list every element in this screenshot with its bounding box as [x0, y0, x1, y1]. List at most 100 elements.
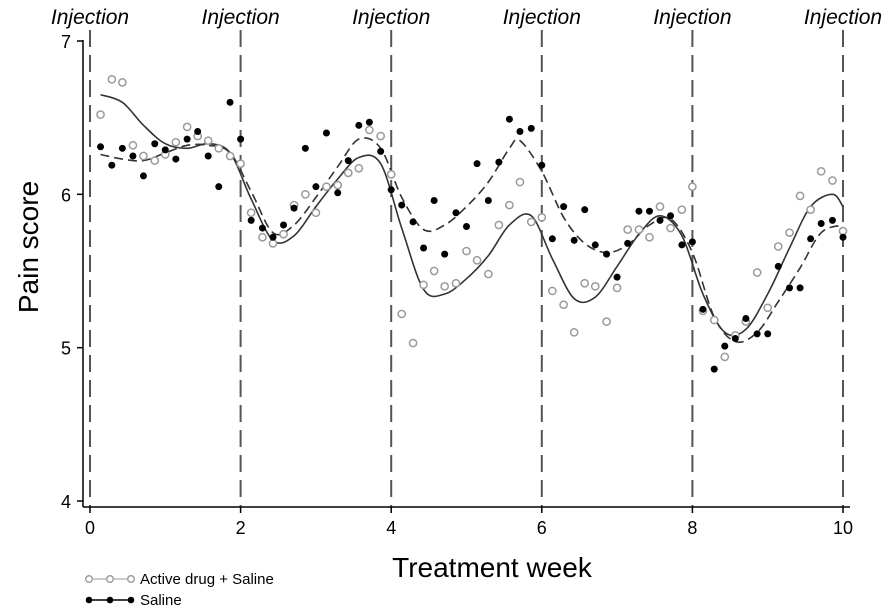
- legend-marker-active-drug: [84, 575, 93, 584]
- x-axis-title: Treatment week: [392, 552, 593, 583]
- point-active-drug: [311, 208, 321, 218]
- point-active-drug: [602, 317, 611, 326]
- legend-item-active-drug: Active drug + Saline: [84, 571, 274, 588]
- injection-label: Injection: [653, 6, 731, 29]
- point-active-drug: [96, 110, 105, 119]
- point-saline: [699, 305, 707, 313]
- point-active-drug: [720, 352, 730, 362]
- point-saline: [398, 201, 406, 209]
- point-active-drug: [515, 177, 525, 187]
- x-ticks: 0 2 4 6 8 10: [85, 507, 853, 538]
- point-saline: [355, 121, 363, 129]
- x-tick-label: 6: [537, 518, 547, 538]
- point-saline: [312, 183, 320, 191]
- injection-lines: [89, 30, 844, 507]
- point-saline: [570, 236, 578, 244]
- point-active-drug: [408, 338, 418, 348]
- point-active-drug: [182, 122, 192, 132]
- point-active-drug: [773, 242, 783, 251]
- point-active-drug: [279, 229, 288, 239]
- point-active-drug: [440, 281, 450, 291]
- point-active-drug: [322, 182, 331, 192]
- point-active-drug: [225, 151, 235, 161]
- point-active-drug: [763, 303, 773, 313]
- y-tick-label: 5: [61, 339, 71, 359]
- point-active-drug: [752, 268, 762, 277]
- point-saline: [817, 219, 825, 227]
- point-active-drug: [634, 225, 644, 234]
- point-active-drug: [236, 159, 245, 169]
- point-saline: [365, 118, 373, 126]
- point-active-drug: [559, 300, 568, 310]
- fit-line-saline: [100, 137, 844, 343]
- point-active-drug: [828, 176, 837, 185]
- x-tick-label: 2: [236, 518, 246, 538]
- point-saline: [667, 212, 675, 220]
- y-ticks: 4 5 6 7: [61, 32, 83, 512]
- y-axis-title: Pain score: [13, 181, 44, 313]
- point-active-drug: [301, 189, 310, 199]
- injection-label: Injection: [804, 6, 882, 29]
- point-saline: [774, 262, 782, 270]
- point-saline: [678, 241, 686, 249]
- x-tick-label: 8: [687, 518, 697, 538]
- legend-label-saline: Saline: [140, 592, 182, 609]
- legend-marker-saline: [85, 596, 93, 604]
- point-saline: [688, 238, 696, 246]
- point-active-drug: [666, 223, 675, 233]
- point-active-drug: [785, 228, 794, 238]
- point-saline: [183, 135, 191, 143]
- point-saline: [721, 342, 729, 350]
- point-active-drug: [333, 180, 343, 190]
- point-active-drug: [139, 151, 148, 161]
- point-saline: [97, 143, 105, 151]
- point-saline: [247, 216, 255, 224]
- point-active-drug: [569, 327, 579, 337]
- point-saline: [828, 216, 836, 224]
- point-active-drug: [623, 225, 632, 234]
- point-active-drug: [343, 168, 353, 178]
- point-saline: [786, 284, 794, 292]
- point-active-drug: [150, 156, 160, 165]
- point-saline: [258, 224, 266, 232]
- point-saline: [409, 218, 417, 226]
- point-active-drug: [838, 226, 848, 236]
- point-saline: [441, 250, 449, 258]
- point-active-drug: [494, 220, 504, 230]
- point-active-drug: [505, 200, 514, 210]
- point-active-drug: [419, 280, 428, 290]
- point-active-drug: [612, 283, 622, 293]
- point-active-drug: [451, 278, 461, 288]
- point-active-drug: [118, 78, 127, 87]
- y-tick-label: 4: [61, 492, 71, 512]
- point-active-drug: [214, 143, 224, 153]
- point-saline: [290, 204, 298, 212]
- point-saline: [344, 157, 352, 165]
- y-tick-label: 7: [61, 32, 71, 52]
- point-saline: [603, 250, 611, 258]
- point-active-drug: [483, 269, 493, 279]
- legend-marker-saline: [106, 596, 114, 604]
- point-active-drug: [203, 136, 213, 146]
- y-tick-label: 6: [61, 185, 71, 205]
- point-active-drug: [246, 208, 256, 218]
- x-tick-label: 0: [85, 518, 95, 538]
- legend: Active drug + Saline Saline: [84, 571, 274, 609]
- point-active-drug: [462, 246, 471, 256]
- point-active-drug: [645, 232, 654, 242]
- point-active-drug: [526, 217, 536, 227]
- point-saline: [172, 155, 180, 163]
- point-active-drug: [268, 239, 278, 248]
- injection-label: Injection: [201, 6, 279, 29]
- injection-label: Injection: [503, 6, 581, 29]
- point-active-drug: [386, 170, 396, 179]
- fit-line-active-drug: [100, 93, 844, 337]
- point-active-drug: [429, 266, 439, 276]
- point-active-drug: [537, 212, 547, 222]
- point-saline: [839, 233, 847, 241]
- point-active-drug: [677, 205, 687, 215]
- point-saline: [463, 223, 470, 231]
- point-saline: [548, 235, 556, 243]
- point-saline: [161, 146, 169, 154]
- point-saline: [280, 221, 288, 229]
